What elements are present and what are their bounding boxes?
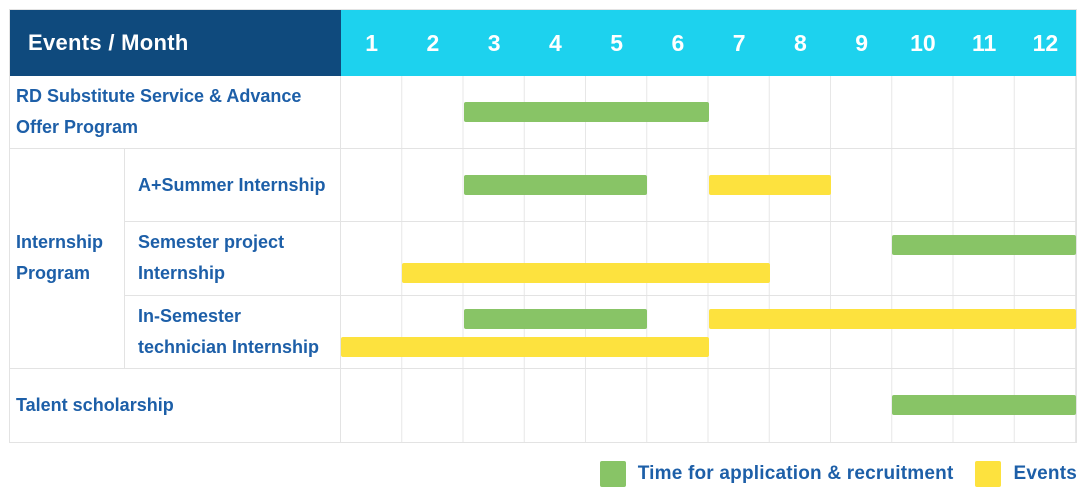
chart-row-talent-scholarship — [341, 368, 1076, 442]
chart-row-rd-substitute — [341, 76, 1076, 150]
month-label: 4 — [548, 29, 562, 56]
application-bar — [463, 308, 648, 329]
legend-item-application: Time for application & recruitment — [599, 461, 954, 487]
legend-item-events: Events — [975, 461, 1077, 487]
month-label: 3 — [487, 29, 501, 56]
row-label-semester-project: Semester project Internship — [125, 222, 341, 296]
month-label: 1 — [365, 29, 379, 56]
table-corner-header: Events / Month — [10, 10, 341, 76]
legend-label-events: Events — [1013, 463, 1077, 484]
legend: Time for application & recruitment Event… — [599, 460, 1077, 488]
table-body: RD Substitute Service & Advance Offer Pr… — [10, 76, 1076, 442]
row-label-a-plus-summer: A+Summer Internship — [125, 149, 341, 223]
row-label-talent-scholarship: Talent scholarship — [10, 368, 341, 442]
chart-row-a-plus-summer — [341, 149, 1076, 223]
application-bar — [463, 102, 709, 123]
month-header: 1 2 3 4 5 6 7 8 9 10 11 12 — [341, 10, 1076, 76]
events-yellow-swatch — [975, 461, 1002, 487]
month-label: 5 — [610, 29, 624, 56]
month-label: 12 — [1032, 29, 1059, 56]
month-label: 10 — [910, 29, 936, 56]
application-bar — [892, 235, 1076, 256]
row-label-in-semester-technician: In-Semester technician Internship — [125, 295, 341, 369]
month-label: 6 — [671, 29, 685, 56]
chart-row-in-semester-technician — [341, 295, 1076, 369]
month-label: 11 — [971, 29, 997, 56]
application-bar — [463, 175, 648, 196]
month-label: 9 — [855, 29, 869, 56]
gantt-table: Events / Month 1 2 3 4 5 6 7 8 9 10 11 12 RD Substi… — [9, 9, 1077, 443]
event-bar — [402, 263, 770, 284]
event-bar — [341, 336, 709, 357]
event-bar — [708, 308, 1076, 329]
application-green-swatch — [599, 461, 626, 487]
table-header-row: Events / Month 1 2 3 4 5 6 7 8 9 10 11 12 — [10, 10, 1076, 76]
application-bar — [892, 395, 1076, 416]
month-label: 2 — [426, 29, 440, 56]
chart-row-semester-project — [341, 222, 1076, 296]
month-label: 8 — [793, 29, 807, 56]
legend-label-application: Time for application & recruitment — [637, 463, 954, 484]
group-label-internship-program: Internship Program — [10, 149, 125, 369]
event-bar — [708, 175, 831, 196]
month-label: 7 — [732, 29, 746, 56]
corner-title: Events / Month — [28, 30, 189, 55]
row-label-rd-substitute: RD Substitute Service & Advance Offer Pr… — [10, 76, 341, 150]
